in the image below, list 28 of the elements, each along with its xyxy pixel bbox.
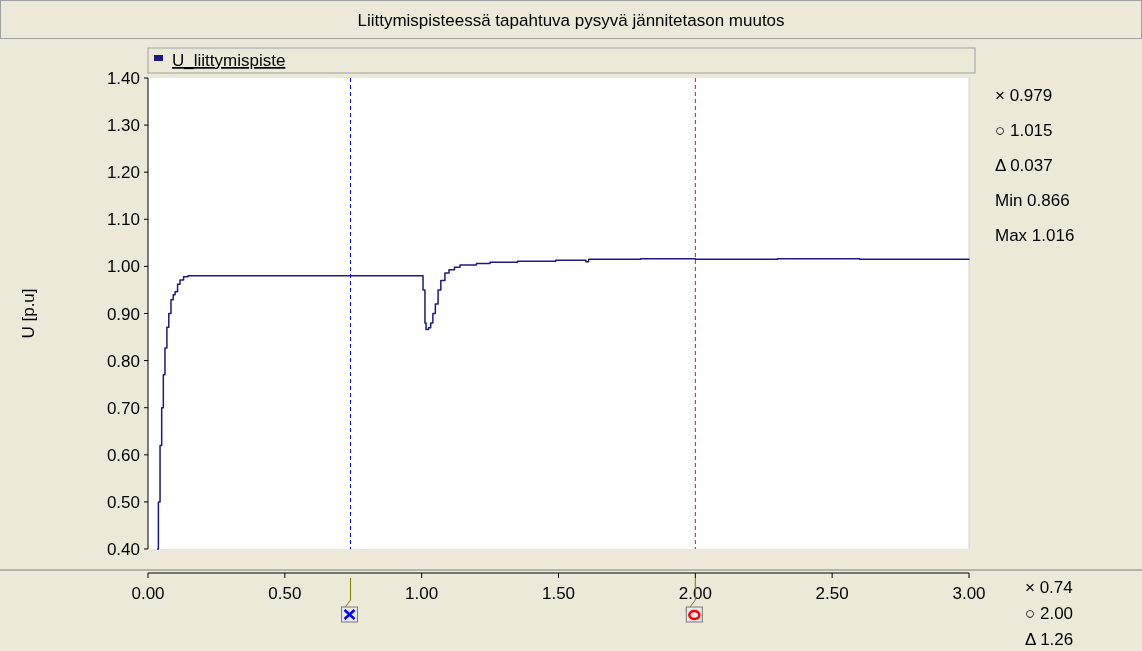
y-tick-label: 1.00 xyxy=(106,257,140,277)
y-tick-label: 0.60 xyxy=(106,445,140,465)
text: × 0.979 xyxy=(995,86,1053,105)
chart-title: Liittymispisteessä tapahtuva pysyvä jännitetason muutos xyxy=(357,11,785,30)
x-tick-label: 1.00 xyxy=(405,584,439,603)
x-tick-label: 0.00 xyxy=(131,584,165,603)
y-tick-label: 0.40 xyxy=(106,540,140,559)
y-tick-label: 1.20 xyxy=(106,163,140,183)
y-tick-label: 0.90 xyxy=(106,304,140,324)
y-tick-label: 0.80 xyxy=(106,351,140,371)
text: Δ 1.26 xyxy=(1025,630,1074,649)
x-tick-label: 1.50 xyxy=(541,584,576,603)
y-tick-label: 1.10 xyxy=(106,210,140,230)
text: ○ 1.015 xyxy=(995,121,1053,140)
y-axis-title: U [p.u] xyxy=(19,288,38,339)
y-tick-label: 0.50 xyxy=(106,492,140,512)
y-tick-label: 1.30 xyxy=(106,116,140,136)
text: Max 1.016 xyxy=(995,226,1075,245)
text: Min 0.866 xyxy=(995,191,1070,210)
text: × 0.74 xyxy=(1025,578,1073,597)
x-tick-label: 3.00 xyxy=(952,584,986,603)
text: Δ 0.037 xyxy=(995,156,1053,175)
x-tick-label: 2.50 xyxy=(815,584,849,603)
y-tick-label: 0.70 xyxy=(106,398,140,418)
legend-label: U_liittymispiste xyxy=(172,51,286,70)
text: ○ 2.00 xyxy=(1025,604,1074,623)
x-tick-label: 0.50 xyxy=(268,584,302,603)
y-tick-label: 1.40 xyxy=(106,69,140,88)
